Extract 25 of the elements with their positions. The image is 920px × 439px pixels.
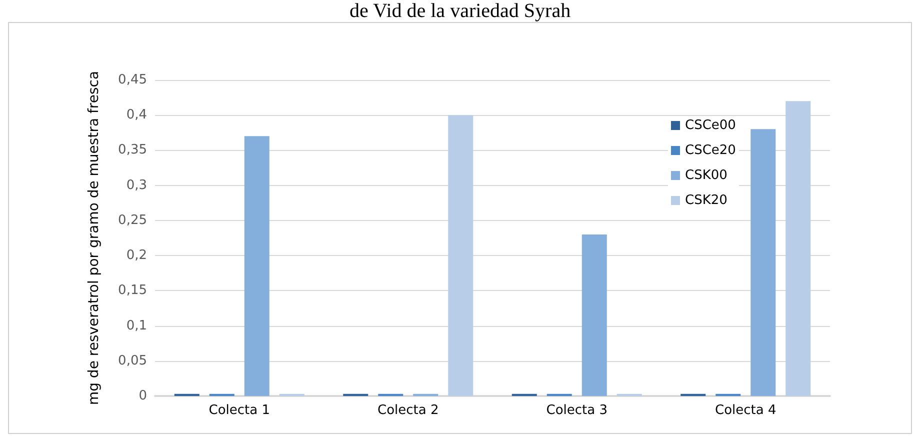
bar [750, 129, 776, 396]
legend-label: CSK00 [685, 168, 728, 183]
y-tick-label: 0 [138, 388, 147, 404]
x-tick-label: Colecta 3 [546, 403, 608, 418]
bar [786, 101, 811, 396]
y-tick-label: 0,45 [118, 72, 147, 88]
y-tick-label: 0,15 [118, 283, 147, 298]
y-tick-label: 0,2 [126, 248, 147, 264]
legend-label: CSCe20 [685, 143, 736, 158]
y-tick-label: 0,1 [126, 318, 147, 334]
y-tick-label: 0,4 [126, 108, 147, 123]
legend-label: CSK20 [685, 193, 728, 208]
x-tick-label: Colecta 2 [377, 403, 439, 418]
x-tick-label: Colecta 1 [208, 403, 270, 418]
y-tick-label: 0,25 [118, 212, 147, 228]
y-tick-label: 0,3 [126, 178, 147, 193]
bar [448, 115, 474, 396]
legend-label: CSCe00 [685, 118, 736, 133]
x-tick-label: Colecta 4 [714, 403, 776, 418]
y-axis-title: mg de resveratrol por gramo de muestra fresca [86, 70, 102, 406]
bar [582, 234, 607, 396]
bar [244, 136, 270, 396]
y-tick-label: 0,05 [118, 353, 147, 368]
y-tick-label: 0,35 [118, 142, 147, 158]
chart-title: de Vid de la variedad Syrah [349, 0, 571, 22]
